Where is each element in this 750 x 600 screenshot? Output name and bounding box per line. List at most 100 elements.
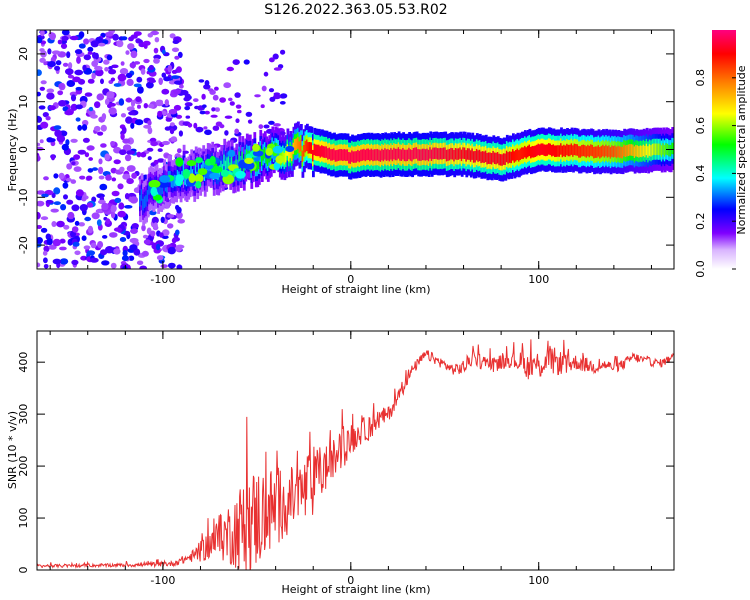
spectrogram-ridge-blob: [186, 160, 197, 167]
spectrogram-ridge-cell: [182, 160, 186, 172]
spectrogram-noise-blob: [98, 175, 105, 180]
spectrogram-noise-blob: [60, 204, 67, 211]
spectrogram-noise-blob: [113, 83, 122, 87]
spectrogram-noise-blob: [77, 149, 87, 155]
spectrogram-ridge-cell: [295, 138, 299, 150]
spectrogram-ridge-cell: [519, 148, 523, 160]
spectrogram-noise-blob: [226, 66, 234, 72]
spectrogram-ridge-cell: [567, 144, 571, 157]
spectrogram-ridge-cell: [417, 149, 420, 161]
spectrogram-ridge-cell: [321, 145, 324, 157]
spectrogram-noise-blob: [79, 204, 88, 212]
spectrogram-noise-blob: [254, 94, 261, 98]
spectrogram-noise-blob: [67, 211, 75, 220]
spectrogram-ridge-cell: [501, 154, 505, 166]
spectrogram-noise-blob: [75, 104, 83, 110]
spectrogram-ridge-cell: [644, 145, 647, 158]
spectrogram-noise-blob: [125, 72, 133, 79]
spectrogram-noise-blob: [49, 32, 56, 41]
spectrogram-ridge-cell: [372, 149, 375, 162]
spectrogram-ridge-cell: [157, 186, 160, 199]
spectrogram-noise-blob: [273, 67, 282, 71]
spectrogram-ridge-cell: [442, 147, 446, 159]
spectrogram-ridge-cell: [435, 147, 439, 159]
spectrogram-noise-blob: [153, 222, 158, 229]
spectrogram-noise-blob: [120, 132, 125, 141]
spectrogram-noise-blob: [118, 202, 125, 210]
spectrogram-ridge-cell: [319, 146, 323, 158]
spectrogram-noise-blob: [122, 173, 131, 180]
spectrogram-noise-blob: [142, 234, 149, 239]
spectrogram-ridge-cell: [322, 146, 326, 158]
spectrogram-ridge-cell: [337, 149, 341, 161]
spectrogram-noise-blob: [59, 258, 69, 265]
spectrogram-noise-blob: [210, 114, 218, 118]
spectrogram-ridge-cell: [480, 151, 484, 164]
spectrogram-noise-blob: [135, 96, 142, 103]
spectrogram-noise-blob: [53, 125, 62, 130]
snr-frame: [36, 330, 675, 571]
spectrogram-noise-blob: [126, 165, 136, 172]
spectrogram-ridge-cell: [448, 148, 452, 161]
spectrogram-noise-blob: [204, 80, 210, 86]
spectrogram-ridge-cell: [172, 176, 175, 188]
spectrogram-ridge-cell: [331, 149, 335, 161]
spectrogram-ridge-cell: [349, 152, 353, 164]
spectrogram-ridge-cell: [521, 147, 524, 159]
spectrogram-noise-blob: [59, 238, 66, 244]
spectrogram-noise-blob: [167, 246, 176, 255]
spectrogram-noise-blob: [43, 264, 49, 269]
spectrogram-ridge-cell: [309, 142, 312, 154]
spectrogram-noise-blob: [56, 135, 66, 143]
spectrogram-noise-blob: [119, 149, 127, 156]
spectrogram-noise-blob: [45, 116, 51, 121]
spectrogram-noise-blob: [70, 179, 77, 184]
spectrogram-ridge-cell: [373, 149, 377, 161]
spectrogram-noise-blob: [117, 73, 127, 82]
spectrogram-ridge-cell: [418, 149, 422, 161]
spectrogram-noise-blob: [104, 153, 111, 161]
spectrogram-ridge-cell: [375, 149, 378, 161]
spectrogram-ridge-cell: [596, 146, 599, 158]
spectrogram-noise-blob: [87, 51, 93, 55]
spectrogram-noise-blob: [60, 43, 68, 49]
spectrogram-noise-blob: [143, 58, 150, 64]
spectrogram-ridge-cell: [328, 147, 332, 160]
spectrogram-noise-blob: [101, 113, 107, 121]
spectrogram-ridge-cell: [161, 182, 165, 194]
spectrogram-ridge-cell: [334, 150, 338, 162]
spectrogram-ridge-cell: [665, 143, 669, 155]
spectrogram-noise-blob: [97, 241, 104, 249]
spectrogram-noise-blob: [157, 110, 163, 118]
y-tick-label: 200: [17, 456, 30, 477]
spectrogram-marks: [37, 30, 674, 269]
spectrogram-noise-blob: [177, 51, 183, 59]
spectrogram-noise-blob: [43, 245, 50, 253]
y-tick-label: 300: [17, 404, 30, 425]
spectrogram-noise-blob: [224, 115, 233, 119]
spectrogram-ridge-cell: [594, 146, 598, 158]
spectrogram-noise-blob: [143, 43, 148, 49]
colorbar-tick-label: 0.8: [694, 69, 707, 87]
spectrogram-ridge-cell: [469, 150, 473, 162]
spectrogram-noise-blob: [53, 173, 59, 179]
spectrogram-noise-blob: [171, 69, 178, 74]
spectrogram-noise-blob: [38, 105, 46, 110]
spectrogram-noise-blob: [82, 64, 87, 71]
spectrogram-noise-blob: [86, 202, 94, 208]
spectrogram-ridge-cell: [146, 190, 150, 202]
spectrogram-ridge-cell: [539, 144, 542, 156]
y-tick-label: 10: [17, 95, 30, 109]
spectrogram-ridge-cell: [429, 147, 433, 159]
spectrogram-noise-blob: [108, 66, 113, 70]
spectrogram-noise-blob: [106, 54, 113, 61]
spectrogram-ridge-cell: [423, 148, 427, 161]
spectrogram-noise-blob: [237, 109, 242, 114]
spectrogram-ridge-cell: [325, 146, 329, 158]
spectrogram-ridge-cell: [408, 147, 411, 160]
spectrogram-noise-blob: [83, 38, 90, 45]
spectrogram-noise-blob: [184, 93, 191, 99]
spectrogram-x-label: Height of straight line (km): [281, 283, 430, 296]
spectrogram-noise-blob: [121, 255, 129, 262]
